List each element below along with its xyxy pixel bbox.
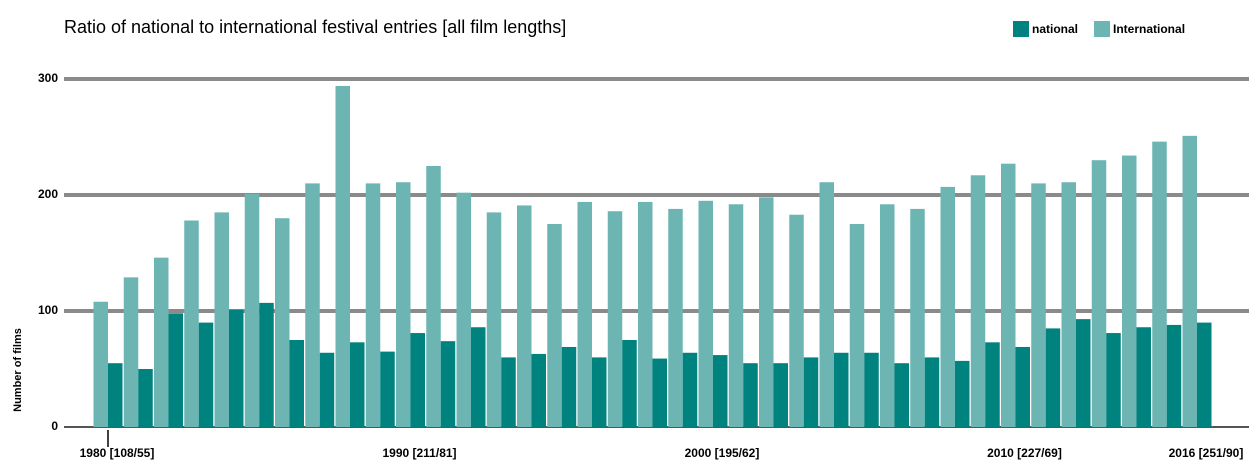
bar bbox=[123, 277, 139, 427]
bar bbox=[910, 208, 925, 427]
bar bbox=[275, 218, 290, 427]
bar bbox=[380, 351, 395, 427]
bar bbox=[1197, 322, 1212, 427]
bar bbox=[682, 352, 698, 427]
bar bbox=[426, 166, 441, 427]
bar bbox=[880, 204, 895, 427]
legend-swatch bbox=[1013, 21, 1029, 37]
y-tick-label: 300 bbox=[38, 71, 58, 85]
bar bbox=[486, 212, 502, 427]
x-tick-label: 2016 [251/90] bbox=[1169, 446, 1244, 460]
bar bbox=[668, 208, 683, 427]
bar bbox=[1031, 183, 1046, 427]
bar bbox=[365, 183, 381, 427]
bar bbox=[849, 224, 865, 427]
x-tick-label: 1980 [108/55] bbox=[80, 446, 155, 460]
bar bbox=[93, 301, 108, 427]
bar bbox=[138, 369, 153, 427]
bar bbox=[1045, 328, 1061, 427]
y-tick-label: 200 bbox=[38, 187, 58, 201]
bar bbox=[819, 182, 834, 427]
y-tick-label: 0 bbox=[51, 419, 58, 433]
bar bbox=[319, 352, 335, 427]
bar bbox=[410, 333, 425, 427]
bar bbox=[622, 340, 637, 427]
legend-label: International bbox=[1113, 22, 1185, 36]
y-axis-label: Number of films bbox=[12, 328, 24, 412]
bar bbox=[985, 342, 1000, 427]
x-tick-label: 2010 [227/69] bbox=[987, 446, 1062, 460]
bar bbox=[305, 183, 320, 427]
bar bbox=[1091, 160, 1107, 427]
bar bbox=[168, 313, 183, 427]
bar bbox=[924, 357, 940, 427]
bar bbox=[517, 205, 532, 427]
chart-title: Ratio of national to international festi… bbox=[64, 17, 566, 37]
x-tick-label: 1990 [211/81] bbox=[382, 446, 456, 460]
bar bbox=[955, 360, 970, 427]
bar bbox=[970, 175, 986, 427]
bar bbox=[940, 186, 955, 427]
bar bbox=[229, 309, 244, 427]
bar bbox=[154, 257, 169, 427]
bar bbox=[698, 200, 713, 427]
bar bbox=[652, 358, 667, 427]
bar bbox=[1015, 346, 1030, 427]
bar bbox=[456, 192, 471, 427]
bar bbox=[561, 346, 577, 427]
bar bbox=[1061, 182, 1076, 427]
bar bbox=[743, 363, 758, 427]
bar bbox=[501, 357, 516, 427]
bar bbox=[244, 193, 260, 427]
bar bbox=[214, 212, 229, 427]
bar bbox=[728, 204, 744, 427]
bar bbox=[789, 214, 804, 427]
bar bbox=[396, 182, 411, 427]
bar bbox=[1076, 319, 1091, 427]
legend-swatch bbox=[1094, 21, 1111, 37]
bar bbox=[1122, 155, 1137, 427]
bar bbox=[471, 327, 486, 427]
bar bbox=[1166, 324, 1182, 427]
bar bbox=[759, 197, 774, 427]
bar bbox=[864, 352, 879, 427]
bar bbox=[1152, 141, 1167, 427]
y-tick-label: 100 bbox=[38, 303, 58, 317]
bar bbox=[547, 224, 562, 427]
bar bbox=[259, 302, 274, 427]
bar bbox=[198, 322, 214, 427]
bar bbox=[289, 340, 304, 427]
bar bbox=[1001, 163, 1016, 427]
legend-label: national bbox=[1032, 22, 1078, 36]
bar bbox=[531, 353, 546, 427]
bar bbox=[1182, 135, 1197, 427]
bar bbox=[1106, 333, 1121, 427]
bar bbox=[834, 352, 849, 427]
bar bbox=[592, 357, 607, 427]
bar bbox=[440, 341, 456, 427]
bar bbox=[638, 201, 653, 427]
bar bbox=[803, 357, 819, 427]
x-tick-label: 2000 [195/62] bbox=[685, 446, 760, 460]
bar bbox=[350, 342, 365, 427]
bar bbox=[577, 201, 592, 427]
bar bbox=[335, 85, 350, 428]
bar bbox=[773, 363, 788, 427]
bar bbox=[713, 355, 728, 427]
bar bbox=[1136, 327, 1151, 427]
bar bbox=[607, 211, 623, 427]
bar bbox=[894, 363, 909, 427]
bar bbox=[184, 220, 199, 427]
bar bbox=[108, 363, 123, 427]
